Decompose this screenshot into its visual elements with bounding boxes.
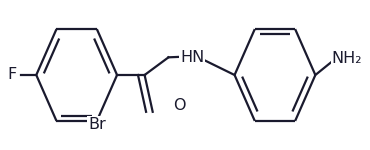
Text: HN: HN	[180, 50, 205, 65]
Text: Br: Br	[88, 117, 106, 132]
Text: O: O	[173, 98, 186, 113]
Text: F: F	[8, 68, 17, 82]
Text: NH₂: NH₂	[331, 51, 362, 66]
